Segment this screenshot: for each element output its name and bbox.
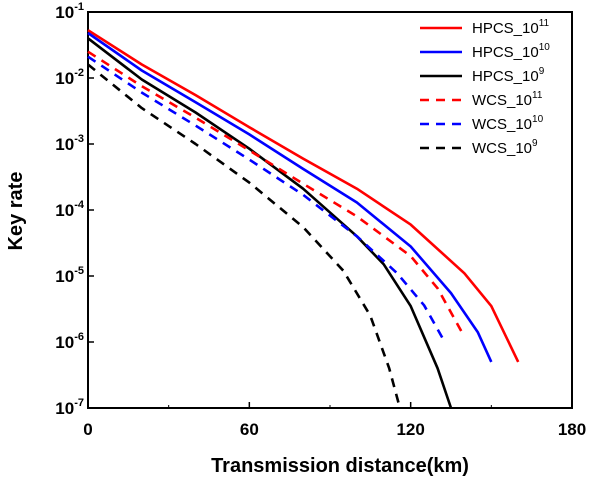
series-line-2	[87, 31, 493, 363]
x-tick-label: 60	[240, 420, 259, 439]
series-line-5	[87, 55, 447, 345]
series-line-3	[87, 37, 453, 409]
y-tick-label: 10-7	[55, 397, 84, 418]
legend-label-6: WCS_109	[472, 138, 538, 157]
y-tick-label: 10-3	[55, 133, 84, 154]
legend-label-4: WCS_1011	[472, 90, 543, 109]
x-tick-label: 0	[83, 420, 92, 439]
y-tick-label: 10-1	[55, 1, 84, 22]
x-tick-label: 120	[396, 420, 424, 439]
y-tick-label: 10-2	[55, 67, 84, 88]
series-line-1	[87, 29, 520, 363]
series-line-4	[87, 50, 466, 338]
legend-label-2: HPCS_1010	[472, 42, 550, 61]
plot-area: 0 60 120 180 10-1 10-2 10-3 10-4 10-5 10-6 10-7 HPC…	[55, 1, 586, 439]
y-tick-label: 10-4	[55, 199, 85, 220]
x-tick-label: 180	[558, 420, 586, 439]
y-tick-label: 10-6	[55, 331, 84, 352]
legend-label-3: HPCS_109	[472, 66, 545, 85]
legend-label-1: HPCS_1011	[472, 18, 550, 37]
series-line-6	[87, 63, 402, 409]
x-axis-title: Transmission distance(km)	[211, 455, 469, 477]
y-axis-title: Key rate	[5, 172, 27, 251]
y-tick-label: 10-5	[55, 265, 84, 286]
legend-label-5: WCS_1010	[472, 114, 544, 133]
